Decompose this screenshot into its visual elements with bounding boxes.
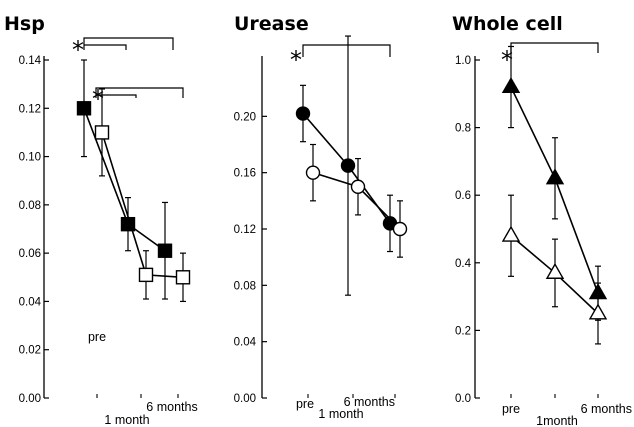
- x-tick-label: pre: [88, 330, 106, 344]
- data-point: [350, 179, 366, 194]
- data-point: [501, 225, 521, 242]
- y-tick-label: 0.16: [234, 168, 256, 180]
- y-tick-label: 0.12: [234, 224, 256, 236]
- significance-bracket: [83, 37, 174, 50]
- data-point: [545, 262, 565, 279]
- data-point: [157, 243, 173, 258]
- y-tick-label: 1.0: [455, 55, 471, 67]
- x-tick-label: 6 months: [146, 400, 197, 414]
- significance-bracket: [95, 87, 184, 98]
- x-tick-label: 6 months: [344, 395, 395, 409]
- y-tick-label: 0.06: [19, 248, 41, 260]
- x-tick-label: 1 month: [318, 407, 363, 421]
- data-point: [94, 125, 110, 140]
- y-tick-label: 0.02: [19, 345, 41, 357]
- y-tick-label: 0.04: [19, 296, 42, 308]
- y-tick-label: 0.14: [19, 55, 42, 67]
- panel-title: Hsp: [4, 13, 45, 35]
- data-point: [305, 165, 321, 180]
- y-tick-label: 0.10: [19, 152, 41, 164]
- x-tick-label: pre: [502, 402, 520, 416]
- data-point: [501, 76, 521, 94]
- y-tick-label: 0.8: [455, 123, 471, 135]
- data-point: [76, 101, 92, 116]
- y-tick-label: 0.00: [19, 393, 41, 405]
- y-tick-label: 0.08: [234, 280, 256, 292]
- significance-star: *: [501, 46, 513, 74]
- y-tick-label: 0.0: [455, 393, 471, 405]
- data-point: [545, 168, 565, 185]
- x-tick-label: 1month: [536, 414, 578, 427]
- data-point: [138, 267, 154, 283]
- panel-title: Urease: [234, 13, 309, 35]
- significance-bracket: [96, 94, 137, 98]
- data-point: [588, 303, 608, 320]
- significance-bracket: [84, 44, 127, 50]
- significance-star: *: [92, 85, 104, 113]
- y-tick-label: 0.08: [19, 200, 41, 212]
- x-tick-label: 1 month: [104, 413, 149, 427]
- panel-title: Whole cell: [452, 13, 563, 35]
- y-tick-label: 0.00: [234, 393, 256, 405]
- y-tick-label: 0.20: [234, 111, 256, 123]
- significance-bracket: [302, 44, 391, 57]
- y-tick-label: 0.04: [234, 337, 257, 349]
- significance-star: *: [72, 36, 84, 64]
- data-point: [340, 158, 356, 173]
- y-tick-label: 0.12: [19, 103, 41, 115]
- x-tick-label: 6 months: [581, 402, 632, 416]
- y-tick-label: 0.4: [455, 258, 472, 270]
- data-point: [175, 270, 191, 285]
- y-tick-label: 0.6: [455, 190, 471, 202]
- significance-bracket: [510, 42, 599, 53]
- data-point: [295, 106, 311, 121]
- x-tick-label: pre: [296, 397, 314, 411]
- data-point: [392, 221, 408, 237]
- significance-star: *: [290, 46, 302, 74]
- y-tick-label: 0.2: [455, 325, 471, 337]
